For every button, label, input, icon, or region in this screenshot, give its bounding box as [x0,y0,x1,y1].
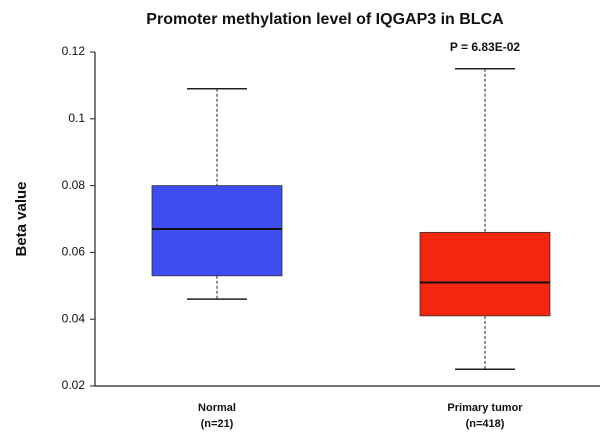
x-tick-note: (n=21) [201,418,234,430]
chart-title: Promoter methylation level of IQGAP3 in … [146,11,504,28]
box [419,231,551,317]
y-tick-label: 0.06 [62,245,86,259]
y-axis-label: Beta value [13,181,30,256]
y-tick-label: 0.1 [68,111,85,125]
y-tick-label: 0.04 [62,311,86,325]
x-tick-label: Normal [198,402,236,414]
y-tick-label: 0.08 [62,178,86,192]
y-tick-label: 0.12 [62,44,86,58]
y-tick-label: 0.02 [62,378,86,392]
x-tick-label: Primary tumor [447,402,523,414]
box [151,185,283,277]
p-value-annotation: P = 6.83E-02 [450,40,520,54]
x-tick-note: (n=418) [466,418,505,430]
